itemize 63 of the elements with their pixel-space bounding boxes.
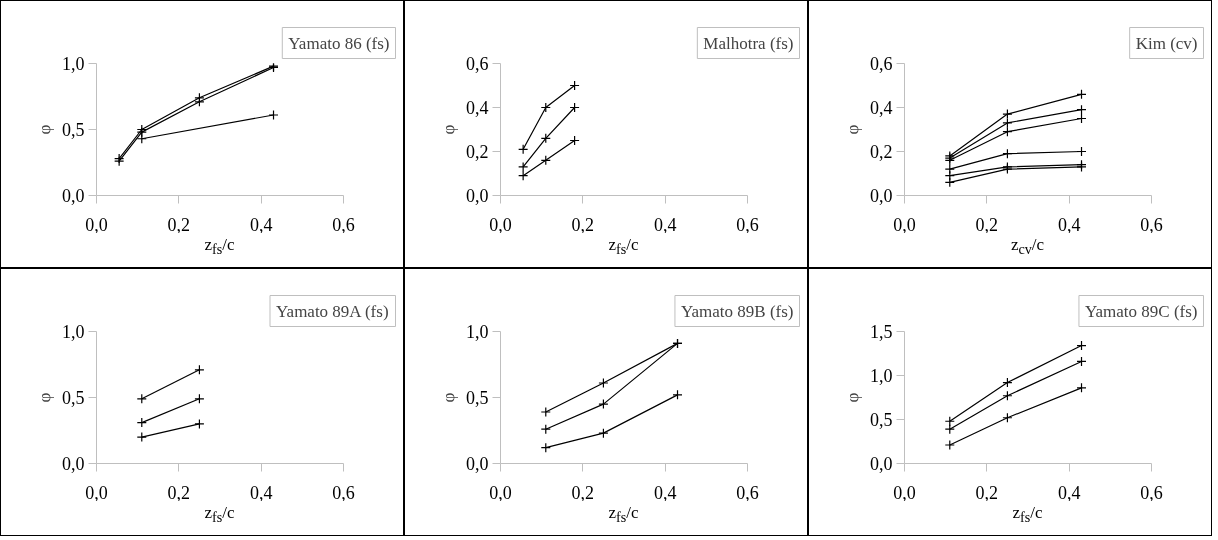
y-tick-label: 1,0 <box>62 322 85 342</box>
x-tick-label: 0,4 <box>249 214 273 235</box>
y-tick-label: 0,4 <box>466 98 489 118</box>
y-tick-label: 0,4 <box>870 98 893 118</box>
chart-title: Yamato 89B (fs) <box>680 301 794 321</box>
x-axis-title: z$_{cv}$/c <box>1010 234 1045 260</box>
y-tick-label: 1,0 <box>62 54 85 74</box>
y-tick-label: 0,2 <box>870 142 893 162</box>
x-tick-label: 0,4 <box>653 482 677 503</box>
x-tick-label: 0,2 <box>975 214 999 235</box>
y-tick-label: 0,5 <box>870 410 893 430</box>
chart-title: Yamato 89A (fs) <box>276 301 389 321</box>
x-axis-title: z$_{fs}$/c <box>204 234 235 260</box>
x-tick-label: 0,4 <box>1057 482 1081 503</box>
x-tick-label: 0,2 <box>167 482 191 503</box>
y-tick-label: 0,0 <box>62 454 85 474</box>
x-tick-label: 0,6 <box>1140 214 1163 235</box>
x-tick-label: 0,4 <box>249 482 273 503</box>
y-tick-label: 1,5 <box>870 322 893 342</box>
x-tick-label: 0,2 <box>167 214 191 235</box>
y-axis-title: φ <box>35 392 54 403</box>
chart-title: Yamato 86 (fs) <box>288 33 390 53</box>
chart-title: Kim (cv) <box>1135 33 1198 53</box>
x-axis-title: z$_{fs}$/c <box>204 502 235 528</box>
y-tick-label: 0,6 <box>466 54 489 74</box>
y-tick-label: 0,5 <box>466 388 489 408</box>
y-tick-label: 1,0 <box>870 366 893 386</box>
x-tick-label: 0,2 <box>571 482 595 503</box>
y-tick-label: 0,5 <box>62 120 85 140</box>
x-tick-label: 0,2 <box>571 214 595 235</box>
x-tick-label: 0,6 <box>332 214 355 235</box>
x-axis-title: z$_{fs}$/c <box>608 502 639 528</box>
chart-title: Yamato 89C (fs) <box>1084 301 1198 321</box>
y-tick-label: 0,2 <box>466 142 489 162</box>
x-axis-title: z$_{fs}$/c <box>1012 502 1043 528</box>
y-axis-title: φ <box>439 392 458 403</box>
x-tick-label: 0,0 <box>893 214 916 235</box>
x-tick-label: 0,0 <box>85 214 108 235</box>
y-tick-label: 0,0 <box>870 454 893 474</box>
x-tick-label: 0,6 <box>736 482 759 503</box>
y-tick-label: 0,6 <box>870 54 893 74</box>
x-tick-label: 0,4 <box>1057 214 1081 235</box>
x-axis-title: z$_{fs}$/c <box>608 234 639 260</box>
y-axis-title: φ <box>843 392 862 403</box>
y-axis-title: φ <box>843 124 862 135</box>
x-tick-label: 0,2 <box>975 482 999 503</box>
x-tick-label: 0,6 <box>1140 482 1163 503</box>
y-tick-label: 0,0 <box>62 186 85 206</box>
x-tick-label: 0,6 <box>736 214 759 235</box>
y-axis-title: φ <box>439 124 458 135</box>
y-tick-label: 0,0 <box>870 186 893 206</box>
x-tick-label: 0,0 <box>893 482 916 503</box>
chart-title: Malhotra (fs) <box>703 33 794 53</box>
x-tick-label: 0,0 <box>489 482 512 503</box>
y-tick-label: 0,0 <box>466 186 489 206</box>
x-tick-label: 0,0 <box>489 214 512 235</box>
x-tick-label: 0,0 <box>85 482 108 503</box>
y-axis-title: φ <box>35 124 54 135</box>
x-tick-label: 0,4 <box>653 214 677 235</box>
y-tick-label: 1,0 <box>466 322 489 342</box>
x-tick-label: 0,6 <box>332 482 355 503</box>
y-tick-label: 0,0 <box>466 454 489 474</box>
y-tick-label: 0,5 <box>62 388 85 408</box>
